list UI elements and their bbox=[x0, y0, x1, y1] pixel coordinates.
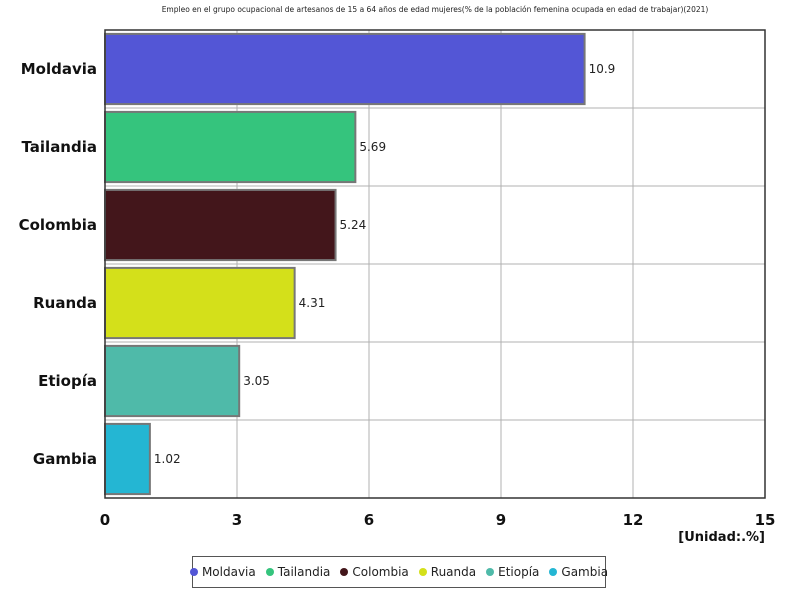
unit-label: [Unidad:.%] bbox=[678, 530, 765, 545]
legend-item: Moldavia bbox=[189, 565, 256, 579]
x-tick-label: 3 bbox=[232, 511, 242, 529]
legend-marker bbox=[418, 568, 427, 576]
plot-border bbox=[104, 29, 766, 499]
bar-gambia bbox=[104, 422, 151, 496]
category-label: Moldavia bbox=[21, 60, 97, 78]
legend-item: Gambia bbox=[549, 565, 608, 579]
data-label: 10.9 bbox=[589, 62, 616, 76]
legend-label: Tailandia bbox=[277, 565, 331, 579]
data-label: 1.02 bbox=[154, 452, 181, 466]
category-label: Tailandia bbox=[21, 138, 97, 156]
category-label: Colombia bbox=[19, 216, 97, 234]
x-tick-label: 9 bbox=[496, 511, 506, 529]
legend-label: Etiopía bbox=[498, 565, 540, 579]
legend-item: Ruanda bbox=[418, 565, 477, 579]
legend-marker bbox=[549, 568, 558, 576]
x-tick-label: 15 bbox=[755, 511, 776, 529]
legend-marker bbox=[189, 568, 198, 576]
chart-title: Empleo en el grupo ocupacional de artesa… bbox=[161, 5, 709, 14]
bar-colombia bbox=[104, 188, 337, 262]
bar-etiopía bbox=[104, 344, 241, 418]
bar-tailandia bbox=[104, 110, 357, 184]
category-label: Etiopía bbox=[38, 372, 97, 390]
x-tick-label: 6 bbox=[364, 511, 374, 529]
bar-ruanda bbox=[104, 266, 296, 340]
category-label: Gambia bbox=[33, 450, 97, 468]
legend-item: Tailandia bbox=[265, 565, 331, 579]
category-label: Ruanda bbox=[33, 294, 97, 312]
data-label: 3.05 bbox=[243, 374, 270, 388]
legend-item: Colombia bbox=[340, 565, 409, 579]
legend-label: Moldavia bbox=[201, 565, 256, 579]
x-tick-label: 0 bbox=[100, 511, 110, 529]
legend-label: Gambia bbox=[561, 565, 609, 579]
legend-marker bbox=[265, 568, 274, 576]
legend: Moldavia Tailandia Colombia Ruanda Etiopía Ga… bbox=[189, 556, 608, 588]
legend-label: Ruanda bbox=[430, 565, 477, 579]
data-label: 5.69 bbox=[359, 140, 386, 154]
data-label: 4.31 bbox=[299, 296, 326, 310]
legend-item: Etiopía bbox=[486, 565, 539, 579]
data-label: 5.24 bbox=[340, 218, 367, 232]
legend-label: Colombia bbox=[352, 565, 409, 579]
bar-moldavia bbox=[104, 32, 586, 106]
x-tick-label: 12 bbox=[623, 511, 644, 529]
legend-marker bbox=[340, 568, 349, 576]
legend-marker bbox=[486, 568, 495, 576]
